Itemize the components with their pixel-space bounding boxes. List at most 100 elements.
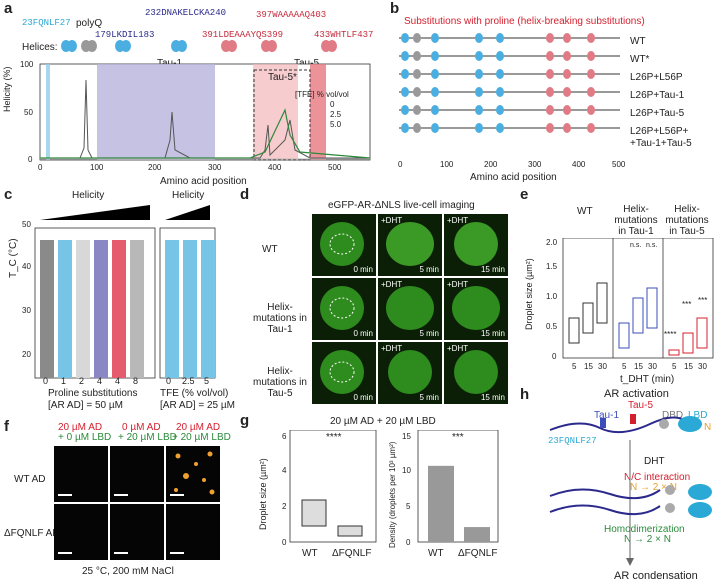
b-row-1: WT*: [630, 54, 650, 65]
b-helix-glyph: [413, 69, 421, 79]
g-title: 20 µM AD + 20 µM LBD: [330, 416, 436, 427]
f-img-dfq-2: [166, 504, 220, 560]
motif-ldeaaay: 391LDEAAAYQS399: [202, 30, 284, 40]
b-helix-glyph: [475, 105, 483, 115]
b-helix-glyph: [401, 123, 409, 133]
d-row-2: Helix-mutations in Tau-5: [253, 366, 307, 399]
c-ylabel: T_C (°C): [8, 238, 19, 278]
legend-title: [TFE] % vol/vol: [295, 90, 349, 99]
e-group-1: Helix-mutations in Tau-1: [614, 204, 658, 237]
helicity-wedge-2: [165, 205, 210, 220]
b-xlabel: Amino acid position: [470, 172, 557, 183]
b-helix-glyph: [413, 51, 421, 61]
e-xtick-5: 30: [648, 362, 657, 371]
b-helix-glyph: [546, 69, 554, 79]
d-cells: [320, 222, 500, 394]
g-box-graphic: [289, 430, 377, 543]
panel-label-f: f: [4, 418, 9, 435]
e-xtick-3: 5: [622, 362, 627, 371]
c2-xtick-2: 5: [204, 376, 210, 386]
c-helicity-2: Helicity: [172, 190, 205, 201]
g-xtick1-1: ΔFQNLF: [332, 548, 372, 559]
e-sig-2: ****: [664, 330, 677, 339]
b-helix-glyph: [496, 69, 504, 79]
b-xtick-200: 200: [484, 160, 498, 169]
g-ytick2-10: 10: [402, 466, 411, 475]
f-col0-ad: 20 µM AD: [58, 422, 103, 433]
b-helix-glyph: [587, 87, 595, 97]
a-xtick-500: 500: [328, 163, 342, 172]
motif-polyq: polyQ: [76, 18, 103, 29]
b-helix-glyph: [475, 69, 483, 79]
e-xtick-6: 5: [672, 362, 677, 371]
f-col1-ad: 0 µM AD: [122, 422, 161, 433]
helicity-wedge-1: [40, 205, 150, 220]
h-homo: Homodimerization: [604, 524, 685, 535]
b-row-0: WT: [630, 36, 646, 47]
e-group-2: Helix-mutations in Tau-5: [665, 204, 709, 237]
g-xtick1-0: WT: [302, 548, 318, 559]
b-title: Substitutions with proline (helix-breaki…: [404, 16, 645, 27]
b-helix-glyph: [587, 105, 595, 115]
b-helix-glyph: [401, 51, 409, 61]
b-helix-glyph: [587, 69, 595, 79]
panel-label-e: e: [520, 186, 529, 203]
b-helix-glyph: [546, 33, 554, 43]
h-lbd: LBD: [688, 410, 708, 421]
h-tau1: Tau-1: [594, 410, 620, 421]
motif-waaaaaq: 397WAAAAAQ403: [256, 10, 327, 20]
c-xtick-2: 2: [79, 376, 85, 386]
h-motif: 23FQNLF27: [548, 436, 597, 446]
g-ytick2-0: 0: [406, 538, 411, 547]
c-helicity-1: Helicity: [72, 190, 105, 201]
b-helix-glyph: [431, 69, 439, 79]
b-helix-glyph: [413, 123, 421, 133]
h-tau5: Tau-5: [628, 400, 654, 411]
b-helix-glyph: [431, 33, 439, 43]
f-row-0: WT AD: [14, 474, 46, 485]
b-helix-glyph: [413, 87, 421, 97]
b-helix-glyph: [587, 51, 595, 61]
g-ytick2-15: 15: [402, 432, 411, 441]
motif-dnakelcka: 232DNAKELCKA240: [145, 8, 227, 18]
g-sig1: ****: [326, 432, 342, 443]
g-ylabel2: Density (droplets per 10³ µm²): [388, 441, 397, 548]
b-helix-glyph: [431, 123, 439, 133]
f-img-dfq-0: [54, 504, 108, 560]
b-helix-glyph: [496, 105, 504, 115]
b-row-6: +Tau-1+Tau-5: [630, 138, 692, 149]
b-helix-glyph: [475, 51, 483, 61]
panel-a-graphic: [39, 40, 371, 161]
e-xtick-7: 15: [684, 362, 693, 371]
e-sig-4: ***: [698, 296, 708, 305]
b-helix-glyph: [563, 51, 571, 61]
legend-item-1: 2.5: [330, 110, 342, 119]
panel-label-a: a: [4, 0, 13, 17]
a-xtick-100: 100: [90, 163, 104, 172]
b-xtick-0: 0: [398, 160, 403, 169]
b-helix-glyph: [413, 33, 421, 43]
g-xtick2-0: WT: [428, 548, 444, 559]
c-xtick-4: 4: [115, 376, 121, 386]
f-img-wt-0: [54, 446, 108, 502]
b-helix-glyph: [475, 33, 483, 43]
b-helix-glyph: [496, 51, 504, 61]
c-xtick-5: 8: [133, 376, 139, 386]
b-helix-glyph: [546, 105, 554, 115]
c-xlabel2: TFE (% vol/vol): [160, 388, 229, 399]
b-helix-glyph: [546, 51, 554, 61]
b-xtick-300: 300: [528, 160, 542, 169]
b-xtick-500: 500: [612, 160, 626, 169]
h-dbd: DBD: [662, 410, 684, 421]
g-ytick1-6: 6: [282, 432, 287, 441]
c2-xtick-1: 2.5: [182, 376, 195, 386]
h-dht: DHT: [644, 456, 665, 467]
e-group-0: WT: [577, 206, 593, 217]
b-xtick-400: 400: [572, 160, 586, 169]
f-img-wt-1: [110, 446, 164, 502]
e-xtick-0: 5: [572, 362, 577, 371]
b-helix-glyph: [401, 87, 409, 97]
e-ytick-1: 0.5: [546, 322, 558, 331]
b-helix-glyph: [401, 105, 409, 115]
a-xtick-0: 0: [38, 163, 43, 172]
